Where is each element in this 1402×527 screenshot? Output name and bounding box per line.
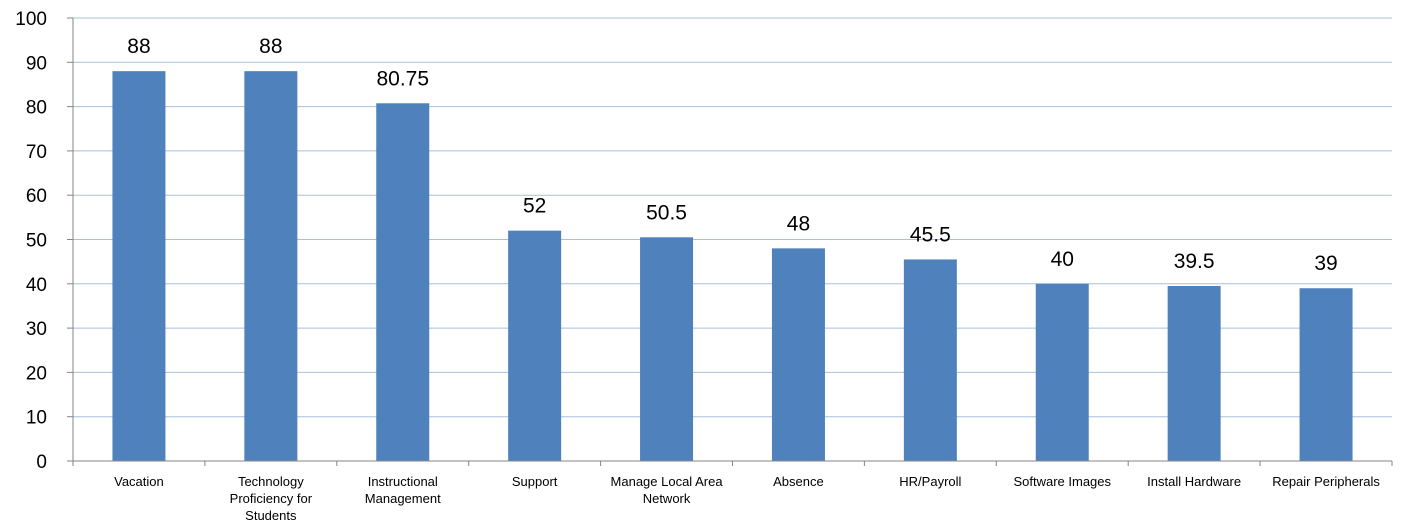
x-tick-label: Support: [512, 474, 558, 489]
bar: [1167, 286, 1221, 461]
bar: [771, 248, 825, 461]
data-label: 39.5: [1174, 250, 1215, 273]
data-label: 88: [259, 35, 282, 58]
data-label: 50.5: [646, 201, 687, 224]
x-tick-label: Vacation: [114, 474, 164, 489]
data-label: 52: [523, 195, 546, 218]
y-tick-label: 100: [15, 9, 47, 30]
y-tick-label: 20: [26, 363, 47, 384]
bar: [112, 71, 166, 461]
x-tick-label: Manage Local Area Network: [611, 474, 724, 506]
data-label: 40: [1051, 248, 1074, 271]
data-label: 48: [787, 212, 810, 235]
x-tick-label: HR/Payroll: [899, 474, 961, 489]
bar: [640, 237, 694, 461]
data-label: 45.5: [910, 223, 951, 246]
bar: [903, 259, 957, 461]
bar: [1035, 283, 1089, 461]
x-tick-label: Software Images: [1013, 474, 1111, 489]
y-tick-label: 60: [26, 186, 47, 207]
y-tick-label: 10: [26, 408, 47, 429]
axes: [67, 17, 1393, 466]
y-tick-label: 80: [26, 98, 47, 119]
y-tick-label: 0: [36, 452, 47, 473]
y-axis-ticks: 0 10 20 30 40 50 60 70 80 90 100: [15, 9, 47, 473]
bar: [1299, 288, 1353, 461]
y-tick-label: 50: [26, 231, 47, 252]
data-label: 80.75: [376, 67, 429, 90]
x-tick-label: Repair Peripherals: [1272, 474, 1380, 489]
bar: [508, 230, 562, 461]
data-label: 39: [1314, 252, 1337, 275]
y-tick-label: 90: [26, 53, 47, 74]
x-tick-label: Install Hardware: [1147, 474, 1241, 489]
x-axis-ticks: Vacation Technology Proficiency for Student…: [114, 474, 1380, 523]
data-labels: 88 88 80.75 52 50.5 48 45.5 40 39.5 39: [127, 35, 1337, 275]
x-tick-label: Absence: [773, 474, 824, 489]
bar: [244, 71, 298, 461]
bars: [112, 71, 1353, 461]
bar: [376, 103, 430, 461]
x-tick-label: Instructional Management: [365, 474, 441, 506]
y-tick-label: 40: [26, 275, 47, 296]
y-tick-label: 30: [26, 319, 47, 340]
x-tick-label: Technology Proficiency for Students: [230, 474, 313, 523]
data-label: 88: [127, 35, 150, 58]
y-tick-label: 70: [26, 142, 47, 163]
